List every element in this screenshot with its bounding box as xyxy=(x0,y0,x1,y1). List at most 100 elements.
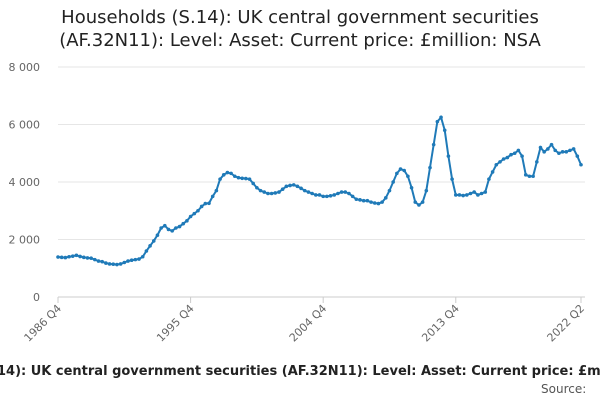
point xyxy=(358,198,362,202)
point xyxy=(203,201,208,206)
point xyxy=(546,147,550,151)
point xyxy=(380,200,384,204)
point xyxy=(104,261,108,265)
point xyxy=(148,244,152,248)
x-tick-label: 2004 Q4 xyxy=(287,302,330,345)
point xyxy=(170,229,174,233)
point xyxy=(465,193,469,197)
point xyxy=(299,186,303,191)
point xyxy=(383,196,388,200)
point xyxy=(387,188,392,193)
point xyxy=(564,150,569,154)
point xyxy=(240,176,244,181)
point xyxy=(325,194,329,199)
point xyxy=(159,226,163,230)
y-tick-label: 4 000 xyxy=(9,176,41,189)
point xyxy=(542,150,546,154)
point xyxy=(266,191,270,196)
point xyxy=(67,254,71,259)
point xyxy=(129,258,134,263)
point xyxy=(494,162,499,167)
point xyxy=(365,198,370,203)
point xyxy=(453,193,458,197)
point xyxy=(140,254,145,259)
point xyxy=(225,170,230,175)
point xyxy=(512,151,517,156)
point xyxy=(137,257,141,261)
point xyxy=(417,203,421,207)
point xyxy=(369,200,373,204)
point xyxy=(93,257,97,262)
point xyxy=(118,262,123,266)
point xyxy=(579,162,583,167)
point xyxy=(163,223,167,228)
point xyxy=(457,193,462,197)
point xyxy=(207,201,211,206)
point xyxy=(151,239,156,243)
point xyxy=(549,142,554,147)
point xyxy=(398,167,403,171)
point xyxy=(476,193,480,197)
point xyxy=(487,177,491,181)
point xyxy=(310,191,314,196)
point xyxy=(339,190,344,194)
point xyxy=(538,145,543,150)
point xyxy=(509,152,513,157)
point xyxy=(144,249,149,253)
point xyxy=(461,193,465,198)
point xyxy=(343,190,348,194)
footer: Households (S.14): UK central government… xyxy=(0,364,600,380)
point xyxy=(244,176,248,181)
point xyxy=(472,190,476,194)
point xyxy=(446,154,451,158)
point xyxy=(188,214,193,219)
point xyxy=(347,191,351,196)
point xyxy=(174,226,178,230)
point xyxy=(78,254,82,259)
point xyxy=(111,262,116,267)
point xyxy=(262,190,267,194)
point xyxy=(557,151,561,156)
point xyxy=(221,173,226,177)
source: Source: xyxy=(541,382,587,396)
point xyxy=(409,185,414,190)
point xyxy=(354,197,359,202)
point xyxy=(199,204,204,209)
point xyxy=(133,257,138,262)
point xyxy=(295,184,300,189)
x-tick-label: 2022 Q2 xyxy=(545,302,588,345)
point xyxy=(288,183,292,188)
point xyxy=(269,191,274,196)
point xyxy=(505,155,510,160)
point xyxy=(568,148,572,153)
point xyxy=(479,191,484,196)
point xyxy=(155,233,160,237)
point xyxy=(553,148,558,153)
point xyxy=(126,259,130,263)
point xyxy=(468,191,473,196)
point xyxy=(516,148,521,153)
point xyxy=(196,208,200,213)
point xyxy=(181,221,186,226)
point xyxy=(431,142,436,147)
point xyxy=(424,188,429,193)
point xyxy=(166,227,171,232)
point xyxy=(520,154,524,158)
point xyxy=(413,200,418,204)
point xyxy=(74,253,79,258)
point xyxy=(376,201,381,206)
point xyxy=(306,190,311,194)
point xyxy=(96,259,101,263)
point xyxy=(336,191,340,196)
point xyxy=(185,219,189,223)
point xyxy=(232,174,237,179)
point xyxy=(192,211,197,216)
point xyxy=(391,180,395,184)
point xyxy=(317,193,322,197)
point xyxy=(535,160,539,164)
point xyxy=(122,260,127,265)
point xyxy=(490,170,495,174)
point xyxy=(435,119,440,124)
point xyxy=(81,255,86,260)
point xyxy=(59,255,64,260)
